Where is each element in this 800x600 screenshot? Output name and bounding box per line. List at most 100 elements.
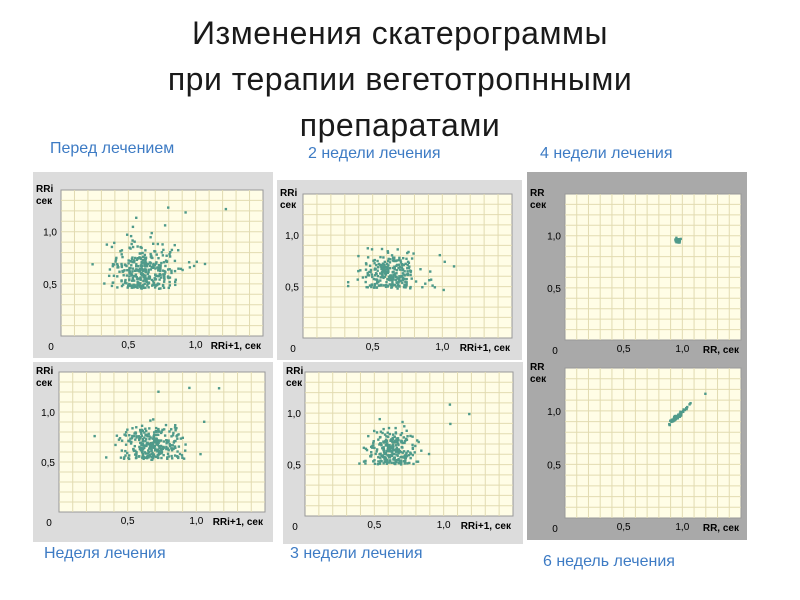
scatter-point	[405, 277, 408, 281]
scatter-point	[129, 267, 132, 270]
scatter-point	[139, 252, 142, 255]
y-tick-label: 0,5	[547, 460, 561, 471]
scatter-point	[157, 282, 161, 286]
scatter-point	[389, 450, 392, 453]
scatter-point	[406, 462, 409, 465]
scatter-point	[125, 282, 128, 285]
scatter-point	[144, 427, 147, 430]
scatter-point	[162, 261, 166, 264]
scatter-point	[108, 268, 112, 271]
scatter-point	[174, 278, 177, 281]
scatter-point	[156, 283, 159, 287]
x-tick-label: 0,5	[617, 522, 631, 533]
scatter-point	[420, 449, 423, 452]
scatter-point	[148, 446, 152, 449]
scatter-point	[143, 431, 146, 434]
scatter-point	[367, 434, 370, 438]
scatter-point	[161, 447, 164, 451]
scatter-point	[386, 435, 390, 439]
scatter-point	[166, 452, 170, 456]
scatter-point	[135, 456, 138, 459]
scatter-point	[672, 417, 676, 420]
scatter-point	[391, 436, 394, 440]
scatter-point	[158, 446, 161, 450]
scatter-point	[429, 278, 433, 281]
scatter-point	[364, 447, 368, 450]
scatter-point	[704, 392, 707, 396]
scatter-point	[144, 274, 147, 277]
scatter-point	[130, 272, 133, 275]
scatter-point	[146, 272, 150, 275]
scatter-point	[159, 264, 162, 267]
scatter-point	[372, 286, 376, 289]
scatter-point	[391, 443, 395, 447]
scatter-point	[202, 420, 206, 423]
scatter-point	[383, 275, 387, 278]
scatter-point	[393, 441, 396, 444]
scatter-point	[366, 247, 370, 250]
x-tick-label: 0,5	[121, 340, 135, 351]
scatter-point	[135, 258, 139, 262]
scatter-point	[402, 285, 406, 289]
scatter-point	[433, 286, 437, 289]
scatter-point	[142, 268, 145, 271]
scatter-point	[168, 284, 172, 287]
scatter-point	[123, 433, 126, 436]
scatter-point	[151, 456, 155, 460]
scatter-point	[188, 386, 191, 390]
scatter-point	[379, 279, 382, 282]
scatter-point	[415, 460, 418, 463]
scatter-point	[155, 440, 158, 443]
scatter-point	[149, 419, 152, 422]
scatter-point	[150, 254, 153, 258]
scatter-point	[130, 274, 134, 277]
scatter-point	[409, 451, 412, 454]
scatter-point	[141, 442, 145, 446]
scatter-point	[147, 456, 150, 459]
scatter-point	[137, 435, 141, 438]
y-axis-unit: сек	[530, 200, 547, 211]
scatter-point	[153, 277, 156, 280]
scatter-point	[141, 269, 145, 273]
slide-title-line-2: при терапии вегетотропнными	[167, 61, 633, 97]
scatter-point	[442, 288, 445, 292]
origin-label: 0	[292, 522, 298, 533]
scatter-point	[375, 448, 379, 451]
scatter-point	[391, 433, 395, 436]
scatter-point	[157, 256, 160, 260]
scatter-point	[388, 456, 391, 459]
scatter-point	[133, 284, 136, 287]
scatter-point	[406, 272, 410, 276]
scatter-point	[394, 448, 398, 451]
scatter-point	[153, 445, 156, 448]
scatter-point	[396, 277, 399, 280]
scatter-point	[156, 448, 160, 451]
scatter-point	[383, 433, 387, 436]
scatter-point	[150, 458, 154, 461]
scatter-point	[388, 276, 392, 279]
scatter-point	[403, 277, 406, 281]
scatter-point	[143, 258, 147, 261]
scatter-point	[375, 263, 378, 267]
scatter-point	[386, 444, 390, 448]
scatter-point	[171, 457, 174, 460]
scatter-point	[149, 252, 152, 256]
scatter-point	[136, 245, 139, 248]
scatter-point	[365, 285, 368, 289]
scatter-point	[127, 262, 130, 265]
scatter-point	[160, 261, 163, 265]
scatter-point	[131, 427, 134, 430]
scatter-point	[138, 455, 141, 458]
scatter-point	[384, 268, 387, 271]
scatter-point	[130, 440, 133, 444]
scatter-point	[157, 441, 160, 444]
scatter-point	[152, 265, 155, 269]
scatter-point	[177, 445, 181, 448]
scatter-point	[417, 440, 420, 444]
scatter-point	[368, 270, 371, 274]
scatter-point	[396, 248, 399, 251]
scatter-point	[179, 437, 183, 440]
scatter-point	[369, 270, 372, 274]
scatter-point	[144, 439, 147, 443]
